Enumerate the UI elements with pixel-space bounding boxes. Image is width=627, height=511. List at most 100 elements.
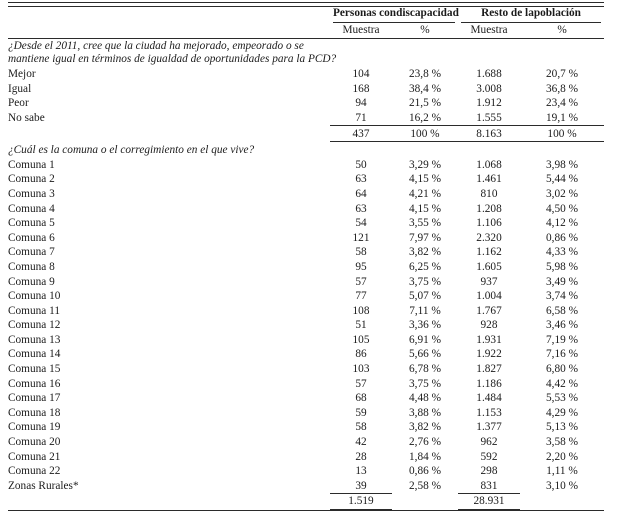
survey-table: Personas condiscapacidad Resto de lapobl… [8, 2, 605, 511]
cell-value: 23,8 % [409, 68, 442, 81]
total-cell-value: 100 % [520, 125, 605, 143]
cell-value: 13 [355, 465, 367, 478]
cell-value: 95 [355, 260, 367, 273]
table-row: Comuna 2 63 4,15 % 1.461 5,44 % [8, 172, 604, 187]
cell-value: 4,50 % [546, 202, 579, 215]
cell-value: 2,58 % [409, 480, 442, 493]
cell-value: 59 [355, 406, 367, 419]
cell-value: 57 [355, 275, 367, 288]
cell-value: 3,29 % [409, 158, 442, 171]
total-cell-value: 437 [330, 125, 392, 143]
row-label: Comuna 13 [8, 333, 61, 346]
total-row: 437 100 % 8.163 100 % [8, 125, 605, 143]
cell-value: 168 [352, 82, 370, 95]
cell-value: 121 [352, 231, 370, 244]
cell-value: 42 [355, 436, 367, 449]
cell-value: 298 [480, 465, 498, 478]
cell-value: 4,33 % [546, 246, 579, 259]
table-row: Comuna 13 105 6,91 % 1.931 7,19 % [8, 333, 604, 348]
total-row-label [8, 494, 330, 510]
row-label: Comuna 7 [8, 246, 55, 259]
row-label: Mejor [8, 68, 36, 81]
sub-header-row: Muestra % Muestra % [8, 22, 605, 39]
row-label: Comuna 22 [8, 465, 61, 478]
cell-value: 6,25 % [409, 260, 442, 273]
cell-value: 21,5 % [409, 97, 442, 110]
table-row: Comuna 22 13 0,86 % 298 1,11 % [8, 464, 604, 479]
cell-value: 1.153 [476, 406, 502, 419]
cell-value: 1.068 [476, 158, 502, 171]
row-label: Comuna 12 [8, 319, 61, 332]
cell-value: 928 [480, 319, 498, 332]
row-label: Comuna 3 [8, 187, 55, 200]
cell-value: 6,91 % [409, 333, 442, 346]
table-row: Igual 168 38,4 % 3.008 36,8 % [8, 82, 604, 97]
row-label: Comuna 8 [8, 260, 55, 273]
table-row: No sabe 71 16,2 % 1.555 19,1 % [8, 111, 604, 126]
table-row: Comuna 3 64 4,21 % 810 3,02 % [8, 187, 604, 202]
subheader-muestra-2: Muestra [458, 22, 521, 39]
cell-value: 6,80 % [546, 363, 579, 376]
cell-value: 6,78 % [409, 363, 442, 376]
question-row: ¿Cuál es la comuna o el corregimiento en… [8, 142, 604, 158]
cell-value: 2,20 % [546, 450, 579, 463]
total-cell-value: 100 % [392, 125, 459, 143]
row-label: Comuna 10 [8, 290, 61, 303]
cell-value: 2,76 % [409, 436, 442, 449]
cell-value: 7,19 % [546, 333, 579, 346]
table-row: Comuna 20 42 2,76 % 962 3,58 % [8, 435, 604, 450]
total-cell-value: 8.163 [458, 125, 521, 143]
cell-value: 64 [355, 187, 367, 200]
cell-value: 1.922 [476, 348, 502, 361]
cell-value: 6,58 % [546, 304, 579, 317]
cell-value: 1.186 [476, 377, 502, 390]
cell-value: 63 [355, 173, 367, 186]
table-row: Comuna 12 51 3,36 % 928 3,46 % [8, 318, 604, 333]
cell-value: 94 [355, 97, 367, 110]
table-row: Comuna 16 57 3,75 % 1.186 4,42 % [8, 377, 604, 392]
table-row: Comuna 4 63 4,15 % 1.208 4,50 % [8, 201, 604, 216]
cell-value: 63 [355, 202, 367, 215]
cell-value: 1.162 [476, 246, 502, 259]
cell-value: 3,75 % [409, 377, 442, 390]
cell-value: 105 [352, 333, 370, 346]
table-row: Comuna 7 58 3,82 % 1.162 4,33 % [8, 245, 604, 260]
cell-value: 1.931 [476, 333, 502, 346]
row-label: Zonas Rurales* [8, 480, 79, 493]
cell-value: 1.484 [476, 392, 502, 405]
question-text: ¿Desde el 2011, cree que la ciudad ha me… [8, 39, 337, 66]
cell-value: 71 [355, 111, 367, 124]
table-row: Comuna 6 121 7,97 % 2.320 0,86 % [8, 231, 604, 246]
cell-value: 810 [480, 187, 498, 200]
table-row: Comuna 5 54 3,55 % 1.106 4,12 % [8, 216, 604, 231]
cell-value: 831 [480, 479, 498, 492]
row-label: Comuna 9 [8, 275, 55, 288]
cell-value: 3,58 % [546, 436, 579, 449]
subheader-muestra-1: Muestra [330, 22, 392, 39]
cell-value: 4,42 % [546, 377, 579, 390]
cell-value: 2.320 [476, 231, 502, 244]
cell-value: 58 [355, 246, 367, 259]
cell-value: 3,02 % [546, 187, 579, 200]
cell-value: 3,74 % [546, 290, 579, 303]
cell-value: 5,13 % [546, 421, 579, 434]
group-header-row: Personas condiscapacidad Resto de lapobl… [8, 7, 604, 23]
cell-value: 1.827 [476, 363, 502, 376]
cell-value: 3,36 % [409, 319, 442, 332]
row-label: Igual [8, 82, 32, 95]
table-row: Comuna 1 50 3,29 % 1.068 3,98 % [8, 158, 604, 173]
table-row: Comuna 17 68 4,48 % 1.484 5,53 % [8, 391, 604, 406]
cell-value: 1.605 [476, 260, 502, 273]
cell-value: 937 [480, 275, 498, 288]
cell-value: 3.008 [476, 82, 502, 95]
row-label: Comuna 15 [8, 363, 61, 376]
cell-value: 39 [355, 479, 367, 492]
bottom-double-rule [8, 509, 604, 511]
cell-value: 1.767 [476, 304, 502, 317]
cell-value: 1,11 % [546, 465, 578, 478]
cell-value: 19,1 % [546, 111, 579, 124]
col-group-resto-label: Resto de lapoblación [461, 7, 602, 23]
cell-value: 3,46 % [546, 319, 579, 332]
cell-value: 7,11 % [409, 304, 441, 317]
